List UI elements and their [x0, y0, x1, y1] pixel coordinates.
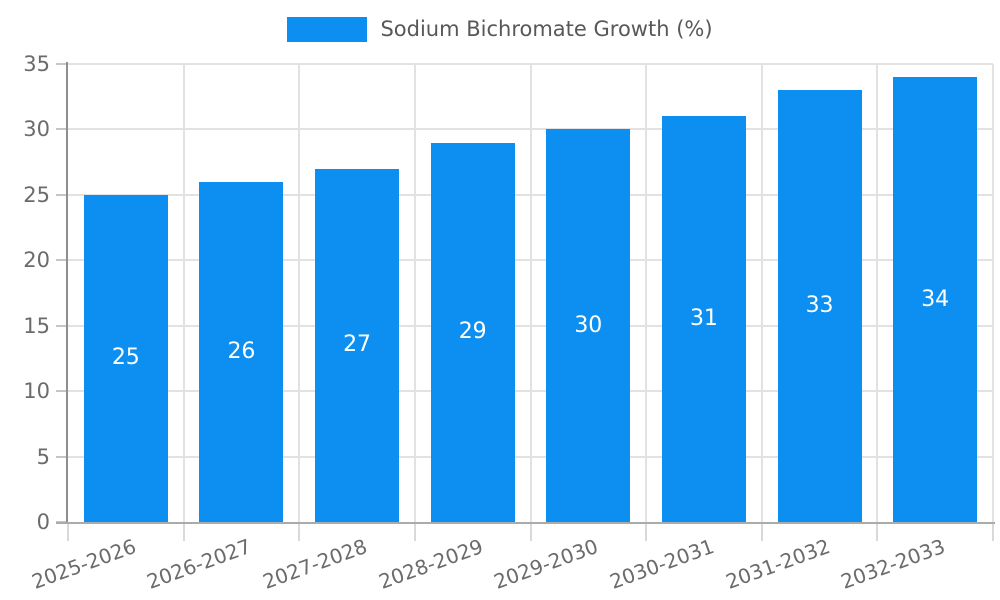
chart-legend: Sodium Bichromate Growth (%) [0, 17, 1000, 42]
x-axis-tick-label: 2030-2031 [606, 534, 718, 594]
gridline [529, 64, 532, 522]
x-axis-tick-label: 2031-2032 [722, 534, 833, 594]
bar-2027-2028 [315, 168, 400, 522]
x-tick [298, 522, 301, 541]
y-axis-tick-label: 35 [23, 52, 50, 76]
y-tick [56, 63, 68, 65]
x-axis-tick-label: 2029-2030 [490, 534, 602, 594]
bar-2032-2033 [893, 77, 978, 522]
bar-2025-2026 [83, 194, 168, 522]
x-axis-tick-label: 2026-2027 [143, 534, 255, 594]
legend-swatch [287, 17, 368, 42]
y-axis-line [66, 62, 68, 522]
x-tick [876, 522, 879, 541]
bar-value-label: 26 [227, 338, 256, 364]
bar-2029-2030 [546, 129, 631, 522]
bar-2028-2029 [430, 142, 515, 522]
x-tick [992, 522, 994, 541]
x-tick [760, 522, 763, 541]
gridline [876, 64, 879, 522]
bar-value-label: 27 [343, 332, 372, 358]
gridline [298, 64, 301, 522]
x-axis-line [56, 522, 995, 524]
y-axis-tick-label: 5 [36, 444, 50, 469]
x-tick [529, 522, 532, 541]
x-axis-tick-label: 2028-2029 [375, 534, 486, 594]
y-axis-tick-label: 15 [23, 313, 50, 338]
gridline [760, 64, 763, 522]
x-tick [182, 522, 185, 541]
x-axis-tick-label: 2027-2028 [259, 534, 371, 594]
bar-2026-2027 [199, 181, 284, 522]
x-axis-tick-label: 2032-2033 [837, 534, 949, 594]
bar-value-label: 30 [574, 312, 603, 338]
legend-label: Sodium Bichromate Growth (%) [380, 17, 713, 41]
y-axis-tick-label: 0 [36, 510, 50, 534]
y-tick [56, 259, 68, 262]
bar-value-label: 34 [921, 286, 950, 312]
y-axis-tick-label: 20 [23, 248, 50, 273]
bar-2030-2031 [661, 116, 746, 522]
legend-item[interactable]: Sodium Bichromate Growth (%) [287, 17, 713, 42]
x-axis-tick-label: 2025-2026 [28, 534, 140, 594]
gridline [645, 64, 648, 522]
bar-value-label: 25 [111, 345, 140, 371]
bar-value-label: 29 [458, 319, 487, 345]
y-axis-tick-label: 30 [23, 117, 50, 142]
y-tick [56, 193, 68, 196]
y-tick [56, 128, 68, 131]
x-tick [645, 522, 648, 541]
bar-value-label: 33 [805, 293, 834, 319]
gridline [182, 64, 185, 522]
y-tick [56, 390, 68, 393]
bar-2031-2032 [777, 90, 862, 522]
x-tick [67, 522, 69, 541]
gridline [992, 64, 994, 522]
bar-value-label: 31 [689, 306, 718, 332]
y-axis-tick-label: 25 [23, 182, 50, 207]
y-axis-tick-label: 10 [23, 379, 50, 404]
gridline [413, 64, 416, 522]
y-tick [56, 455, 68, 458]
x-tick [413, 522, 416, 541]
y-tick [56, 324, 68, 327]
